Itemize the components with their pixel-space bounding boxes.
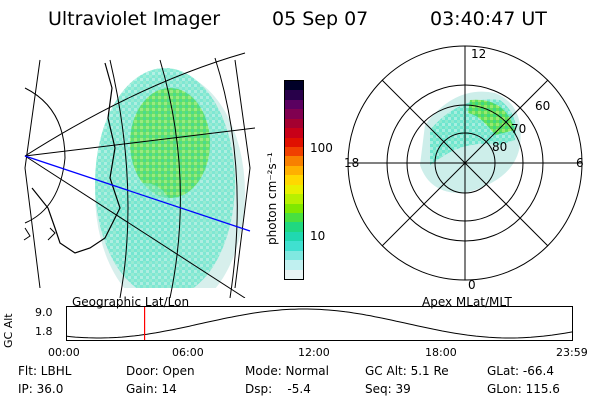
colorbar-segment <box>285 128 303 139</box>
colorbar-segment <box>285 156 303 167</box>
colorbar-segment <box>285 165 303 176</box>
status-dsp: Dsp: -5.4 <box>245 382 311 396</box>
colorbar <box>284 80 304 280</box>
geo-map-label: Geographic Lat/Lon <box>72 295 190 309</box>
colorbar-segment <box>285 90 303 101</box>
altitude-curve <box>66 308 574 339</box>
status-mode: Mode: Normal <box>245 364 329 378</box>
status-ip: IP: 36.0 <box>18 382 64 396</box>
xtick-1800: 18:00 <box>425 346 457 359</box>
mlt-label-12: 12 <box>471 47 486 61</box>
colorbar-segment <box>285 118 303 129</box>
lat-label-70: 70 <box>511 122 526 136</box>
status-gain: Gain: 14 <box>126 382 177 396</box>
xtick-2359: 23:59 <box>556 346 588 359</box>
coastline <box>31 62 121 254</box>
colorbar-segment <box>285 81 303 91</box>
colorbar-segment <box>285 184 303 195</box>
xtick-0600: 06:00 <box>172 346 204 359</box>
geographic-map <box>23 52 255 298</box>
altitude-plot <box>66 306 574 341</box>
colorbar-segment <box>285 99 303 110</box>
xtick-0000: 00:00 <box>48 346 80 359</box>
date-label: 05 Sep 07 <box>272 8 369 30</box>
polar-map: 12 18 6 0 60 70 80 <box>344 45 584 292</box>
lat-label-60: 60 <box>535 99 550 113</box>
colorbar-segment <box>285 109 303 120</box>
status-door: Door: Open <box>126 364 195 378</box>
bright-emission <box>130 88 210 198</box>
status-filter: Flt: LBHL <box>18 364 72 378</box>
mlt-label-0: 0 <box>468 278 476 292</box>
lat-label-80: 80 <box>492 140 507 154</box>
altitude-ytick-max: 9.0 <box>35 306 53 319</box>
colorbar-segment <box>285 137 303 148</box>
time-label: 03:40:47 UT <box>430 8 547 30</box>
status-seq: Seq: 39 <box>365 382 411 396</box>
colorbar-segment <box>285 241 303 252</box>
colorbar-tick-10: 10 <box>310 229 326 243</box>
colorbar-unit-label: photon cm⁻²s⁻¹ <box>265 152 279 245</box>
colorbar-segment <box>285 260 303 271</box>
colorbar-segment <box>285 175 303 186</box>
colorbar-segment <box>285 222 303 233</box>
mlt-label-6: 6 <box>576 156 584 170</box>
colorbar-segment <box>285 203 303 214</box>
map-gridlines <box>24 52 255 298</box>
colorbar-segment <box>285 194 303 205</box>
colorbar-segment <box>285 147 303 157</box>
colorbar-segment <box>285 250 303 261</box>
colorbar-segment <box>285 213 303 223</box>
xtick-1200: 12:00 <box>298 346 330 359</box>
status-gc-alt: GC Alt: 5.1 Re <box>365 364 449 378</box>
status-glon: GLon: 115.6 <box>487 382 560 396</box>
colorbar-segment <box>285 231 303 242</box>
mlt-label-18: 18 <box>344 156 359 170</box>
colorbar-segment <box>285 269 303 279</box>
altitude-plot-frame <box>66 306 573 341</box>
altitude-ytick-min: 1.8 <box>35 325 53 338</box>
polar-map-label: Apex MLat/MLT <box>422 295 512 309</box>
altitude-ylabel: GC Alt <box>2 313 15 348</box>
instrument-title: Ultraviolet Imager <box>48 8 221 30</box>
sun-line <box>24 155 251 232</box>
polar-gridlines <box>347 45 583 281</box>
status-glat: GLat: -66.4 <box>487 364 554 378</box>
colorbar-tick-100: 100 <box>310 141 333 155</box>
